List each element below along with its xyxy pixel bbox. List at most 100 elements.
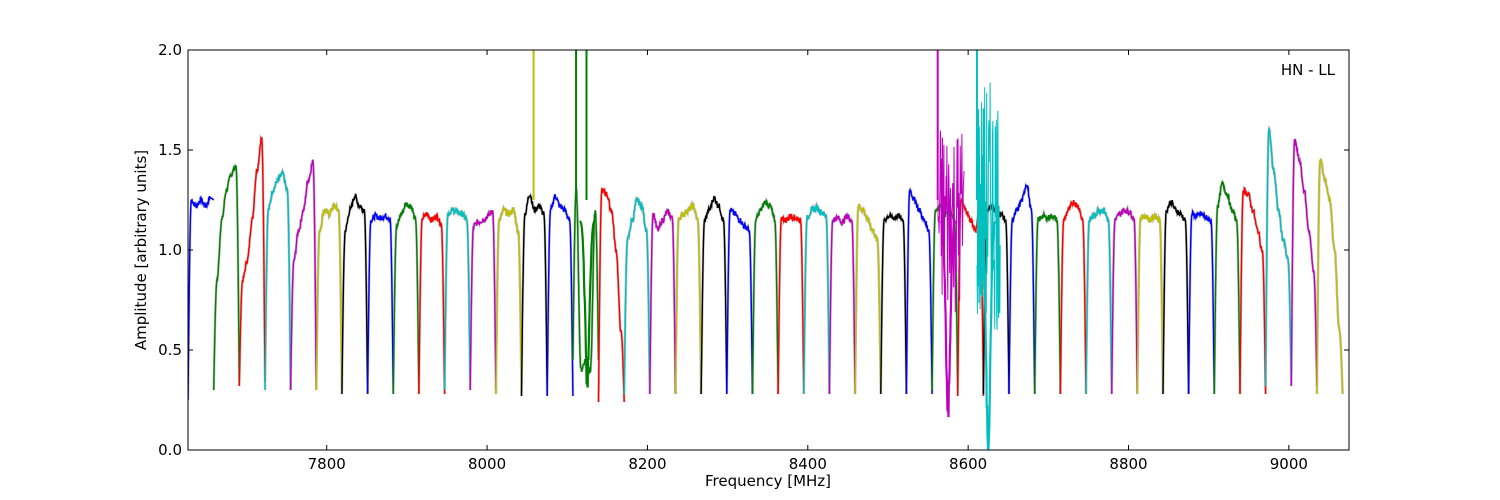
band-curve [1316,158,1344,395]
band-background-curve [802,200,831,395]
band-curve [469,210,497,391]
band-background-curve [238,134,267,387]
y-axis-ticks: 0.0 0.5 1.0 1.5 2.0 [158,41,1349,459]
band-curve [1213,180,1241,395]
band-curve [649,208,677,395]
band-curve [1034,210,1062,395]
band-background-curve [340,193,369,395]
band-background-curve [699,195,729,395]
band-background-curve [443,205,472,391]
band-background-curve [263,167,292,391]
band-curve [751,198,779,395]
band-curve [1162,199,1190,395]
band-curve [803,202,831,395]
band-background-curve [392,201,421,395]
band-curve [854,203,882,395]
band-curve [1187,208,1215,395]
band-background-curve [828,210,857,395]
y-tick-label: 1.5 [158,141,182,159]
band-curve [1264,126,1292,387]
band-background-curve [468,208,498,391]
band-background-curve [417,210,446,395]
band-background-curve [289,159,318,391]
x-tick-label: 8400 [789,455,827,473]
band-background-curve [751,196,780,395]
series-layer [188,50,1344,450]
band-background-curve [494,204,523,395]
band-curve [495,205,523,395]
band-background-curve [1033,208,1062,395]
band-curve [1008,183,1036,395]
band-background-curve [1290,138,1319,387]
band-background-curve [1059,199,1088,395]
band-background-curve [1315,158,1344,395]
band-background-curve [1110,203,1139,395]
band-curve [341,193,369,395]
band-background-curve [1084,204,1113,395]
x-tick-label: 8600 [949,455,987,473]
chart-annotation: HN - LL [1281,61,1336,79]
band-curve [880,211,908,395]
band-background-curve [879,209,908,395]
band-curve [213,164,240,391]
x-tick-label: 8200 [628,455,666,473]
band-curve [546,194,574,397]
band-curve [289,159,317,391]
x-tick-label: 8000 [468,455,506,473]
y-tick-label: 0.5 [158,341,182,359]
band-background-curve [597,186,626,403]
band-curve [520,193,548,397]
band-background-curve [520,192,549,397]
band-curve [238,135,266,387]
x-axis-ticks: 7800 8000 8200 8400 8600 8800 9000 [308,50,1308,473]
band-background-curve [366,209,395,395]
band-background-curve [853,203,883,395]
band-background-curve [1238,185,1267,395]
y-tick-label: 2.0 [158,41,182,59]
band-curve [443,207,471,391]
x-axis-label: Frequency [MHz] [705,472,831,490]
y-tick-label: 0.0 [158,441,182,459]
x-tick-label: 9000 [1270,455,1308,473]
band-curve [674,201,702,395]
band-background-curve [776,212,806,395]
band-background-curve [725,207,754,395]
band-curve [905,187,933,395]
band-background-curve [1007,181,1036,395]
band-curve [828,212,856,395]
band-curve [264,169,292,391]
band-background-curve [545,193,575,397]
band-curve [1111,205,1138,395]
rfi-burst-curve [976,82,1001,330]
y-axis-label: Amplitude [arbitrary units] [132,150,150,350]
band-background-curve [1213,179,1242,395]
band-curve [418,212,446,395]
band-background-curve [1187,207,1216,395]
band-background-curve [188,194,215,401]
band-curve [726,207,754,395]
band-background-curve [905,186,934,395]
band-curve [597,187,625,403]
x-tick-label: 8800 [1109,455,1147,473]
x-tick-label: 7800 [308,455,346,473]
band-curve [366,211,394,395]
band-curve [1085,206,1113,395]
plot-frame [187,49,1350,451]
rfi-dip-curve [579,220,596,388]
band-curve [392,202,420,395]
band-curve [188,195,215,401]
band-background-curve [1136,211,1165,395]
band-curve [1290,138,1318,387]
band-background-curve [674,199,703,395]
band-curve [623,197,651,395]
band-curve [777,213,805,395]
band-curve [1239,186,1267,395]
band-background-curve [648,207,677,395]
band-curve [1136,213,1164,395]
band-curve [315,202,343,391]
band-curve [700,195,728,395]
band-background-curve [1161,199,1190,395]
y-tick-label: 1.0 [158,241,182,259]
rfi-burst-curve [937,130,965,313]
